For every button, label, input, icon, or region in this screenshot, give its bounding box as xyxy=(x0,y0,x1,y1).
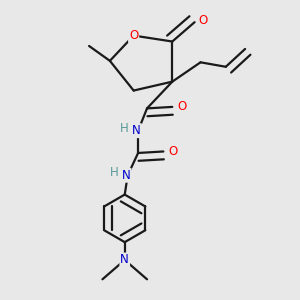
Text: O: O xyxy=(198,14,207,27)
Text: N: N xyxy=(120,254,129,266)
Text: N: N xyxy=(122,169,130,182)
Text: N: N xyxy=(132,124,141,137)
Text: H: H xyxy=(110,167,119,179)
Text: H: H xyxy=(120,122,129,135)
Text: O: O xyxy=(129,29,138,42)
Text: O: O xyxy=(177,100,186,113)
Text: O: O xyxy=(168,145,178,158)
